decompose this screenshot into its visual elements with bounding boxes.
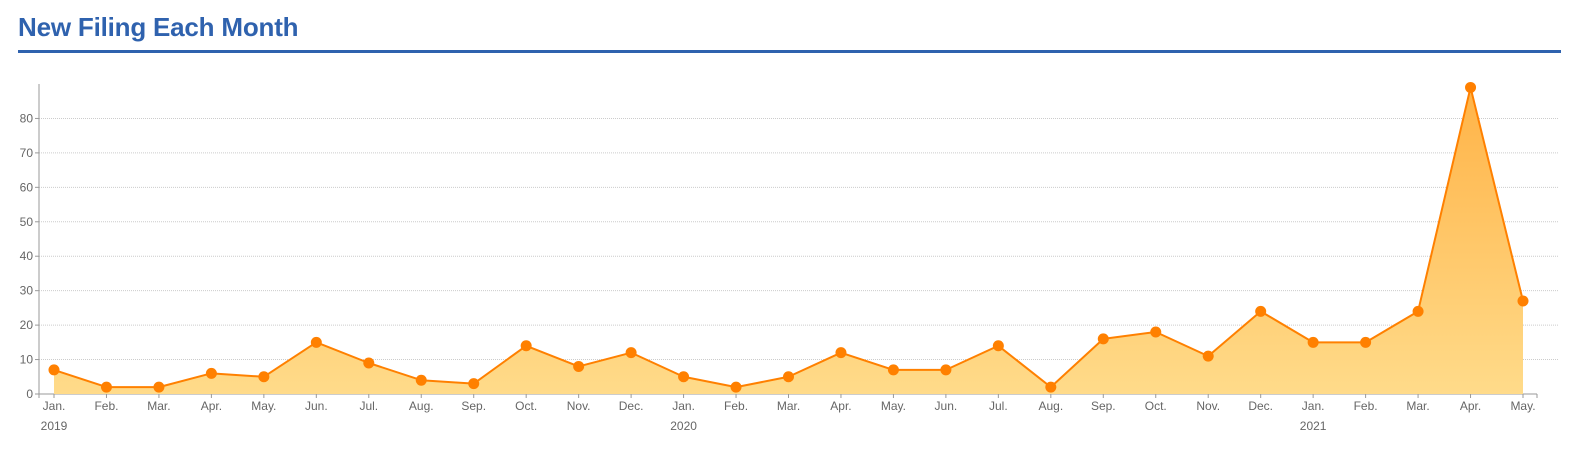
- data-points: [48, 81, 1529, 393]
- grid-lines: [39, 117, 1559, 361]
- y-tick-label: 10: [20, 353, 34, 367]
- data-point: [310, 336, 322, 348]
- data-point: [363, 357, 375, 369]
- series-area: [53, 86, 1524, 394]
- data-point: [835, 347, 847, 359]
- y-tick-label: 0: [26, 387, 33, 401]
- data-point: [520, 340, 532, 352]
- x-tick-label: Jun.: [305, 399, 328, 413]
- x-tick-label: Aug.: [1038, 399, 1063, 413]
- data-point: [783, 371, 794, 383]
- x-tick-label: May.: [881, 399, 906, 413]
- y-tick-label: 60: [20, 180, 34, 194]
- x-tick-label: Oct.: [1145, 399, 1167, 413]
- x-tick-label: Feb.: [1354, 399, 1378, 413]
- x-tick-label: Apr.: [201, 399, 222, 413]
- x-tick-label: Sep.: [461, 399, 486, 413]
- x-tick-label: Jul.: [359, 399, 378, 413]
- x-tick-label: Nov.: [1196, 399, 1220, 413]
- area-fill: [54, 87, 1523, 394]
- data-point: [887, 364, 899, 376]
- data-point: [625, 347, 637, 359]
- data-point: [1255, 305, 1267, 317]
- y-tick-label: 70: [20, 146, 34, 160]
- x-tick-label: May.: [1510, 399, 1535, 413]
- x-tick-label: Nov.: [567, 399, 591, 413]
- data-point: [153, 381, 165, 393]
- data-point: [1360, 336, 1372, 348]
- data-point: [573, 360, 585, 372]
- page-title: New Filing Each Month: [18, 12, 299, 42]
- year-label: 2020: [670, 419, 697, 433]
- y-tick-label: 80: [20, 111, 34, 125]
- x-tick-label: Feb.: [724, 399, 748, 413]
- data-point: [100, 381, 112, 393]
- x-tick-label: Jul.: [989, 399, 1008, 413]
- data-point: [1307, 336, 1319, 348]
- x-tick-label: Mar.: [147, 399, 170, 413]
- y-tick-label: 40: [20, 249, 34, 263]
- data-point: [1465, 81, 1477, 93]
- data-point: [48, 364, 60, 376]
- data-point: [258, 371, 270, 383]
- x-tick-label: Apr.: [1460, 399, 1481, 413]
- x-tick-label: Oct.: [515, 399, 537, 413]
- x-tick-label: Feb.: [94, 399, 118, 413]
- x-tick-label: Jun.: [935, 399, 958, 413]
- data-point: [1202, 350, 1214, 362]
- data-point: [1412, 305, 1424, 317]
- x-tick-label: Jan.: [1302, 399, 1325, 413]
- data-point: [415, 374, 427, 386]
- title-divider: [18, 50, 1561, 53]
- data-point: [205, 367, 217, 379]
- data-point: [468, 378, 480, 390]
- y-tick-label: 20: [20, 318, 34, 332]
- data-point: [1045, 381, 1057, 393]
- x-tick-label: Mar.: [777, 399, 800, 413]
- data-point: [730, 381, 742, 393]
- data-point: [1097, 333, 1109, 345]
- x-tick-label: May.: [251, 399, 276, 413]
- data-point: [992, 340, 1004, 352]
- x-tick-label: Dec.: [619, 399, 644, 413]
- x-tick-label: Dec.: [1248, 399, 1273, 413]
- x-tick-label: Apr.: [830, 399, 851, 413]
- data-point: [1517, 295, 1529, 307]
- data-point: [678, 371, 690, 383]
- data-point: [940, 364, 952, 376]
- x-tick-label: Aug.: [409, 399, 434, 413]
- year-label: 2019: [41, 419, 68, 433]
- x-tick-label: Mar.: [1406, 399, 1429, 413]
- y-tick-label: 30: [20, 284, 34, 298]
- y-tick-label: 50: [20, 215, 34, 229]
- data-point: [1150, 326, 1162, 338]
- year-label: 2021: [1300, 419, 1327, 433]
- x-tick-label: Jan.: [43, 399, 66, 413]
- x-tick-label: Sep.: [1091, 399, 1116, 413]
- x-tick-label: Jan.: [672, 399, 695, 413]
